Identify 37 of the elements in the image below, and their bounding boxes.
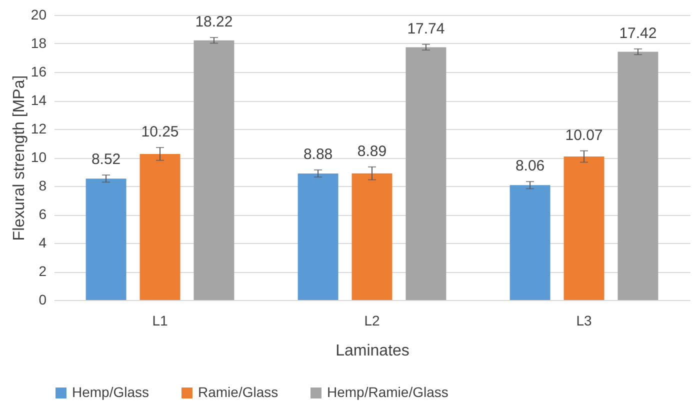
bar [140,154,180,300]
data-label: 10.25 [141,124,179,141]
y-tick-label: 0 [38,292,47,308]
legend-label: Hemp/Ramie/Glass [327,384,448,400]
y-tick-label: 6 [38,206,47,222]
legend-label: Hemp/Glass [72,384,150,400]
data-label: 18.22 [195,14,233,31]
y-tick-label: 12 [30,120,47,136]
y-axis-title: Flexural strength [MPa] [10,75,28,241]
y-tick-label: 18 [30,35,47,51]
bar [510,185,550,300]
y-tick-label: 16 [30,64,47,80]
y-tick-label: 10 [30,149,47,165]
data-label: 10.07 [565,126,603,144]
legend-label: Ramie/Glass [198,384,278,400]
x-tick-label: L1 [152,312,168,328]
data-label: 8.52 [91,151,121,168]
x-tick-label: L2 [364,312,380,328]
data-label: 8.88 [303,146,333,163]
bar [352,173,392,300]
y-tick-label: 20 [30,6,47,22]
y-tick-label: 14 [30,92,47,108]
y-tick-label: 8 [38,178,47,194]
bar [564,156,604,300]
bar [618,52,658,300]
y-tick-label: 4 [38,234,47,250]
data-label: 17.42 [619,24,657,42]
bar [406,47,446,300]
x-axis-title: Laminates [336,342,410,360]
data-label: 8.06 [515,158,545,175]
x-tick-label: L3 [576,312,592,328]
data-label: 8.89 [357,142,387,160]
bar [194,40,234,300]
bar [298,173,338,300]
data-label: 17.74 [407,20,445,38]
bar [86,178,126,300]
y-tick-label: 2 [38,263,47,279]
